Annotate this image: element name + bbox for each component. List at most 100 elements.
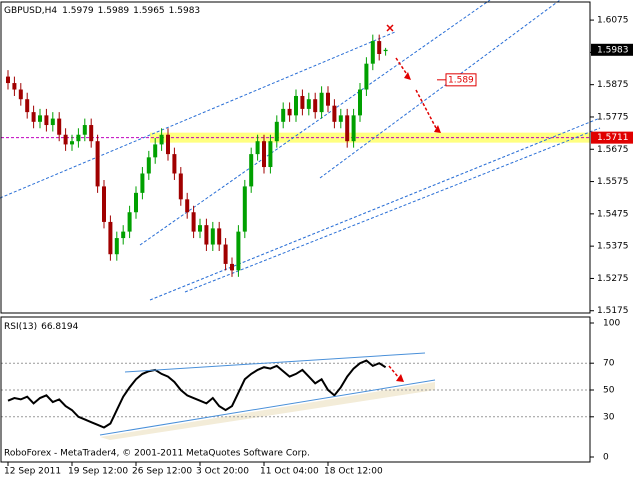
candle-body (121, 231, 126, 239)
rsi-header: RSI(13) 66.8194 (4, 322, 79, 332)
candle-body (153, 144, 158, 158)
cross-marker (386, 24, 394, 32)
candle-body (178, 173, 183, 200)
candle-body (364, 63, 369, 90)
y-tick-label: 70 (603, 359, 615, 369)
channel-line (184, 127, 601, 293)
candle-body (63, 134, 68, 145)
y-tick-label: 1.5175 (597, 306, 629, 316)
candle-body (6, 76, 10, 84)
rsi-line (7, 359, 387, 429)
candle-body (172, 154, 177, 174)
support-label: 1.5711 (597, 133, 629, 143)
rsi-band (100, 382, 435, 440)
candle-body (108, 221, 113, 255)
candle-body (230, 263, 234, 271)
candle-body (249, 154, 254, 187)
channel-lines (0, 0, 601, 301)
candle-body (255, 141, 260, 155)
candle-body (114, 238, 119, 255)
arrow-head (434, 125, 441, 133)
y-tick-label: 0 (603, 453, 609, 463)
last-high: 1.5989 (98, 6, 130, 16)
y-tick-label: 1.5675 (597, 145, 629, 155)
support-zone (150, 132, 590, 143)
y-tick-label: 1.6075 (597, 16, 629, 26)
candle-body (57, 118, 62, 135)
candle-body (306, 99, 311, 109)
rsi-channel (99, 379, 436, 436)
target-label-box (445, 73, 477, 87)
last-open: 1.5979 (62, 6, 94, 16)
candle-body (358, 89, 362, 116)
candle-body (76, 134, 81, 142)
price-label: 1.5983 (597, 45, 629, 55)
candle-body (127, 212, 132, 232)
rsi-channel (124, 352, 426, 373)
x-tick-label: 11 Oct 04:00 (260, 467, 319, 477)
candle-body (287, 108, 292, 116)
y-tick-label: 1.5475 (597, 209, 629, 219)
marks-layer (6, 34, 388, 429)
arrow-head (396, 374, 404, 382)
y-tick-label: 1.5875 (597, 80, 629, 90)
x-tick-label: 26 Sep 12:00 (132, 467, 192, 477)
candle-body (242, 186, 247, 232)
rsi-value: 66.8194 (41, 322, 78, 332)
candle-body (31, 112, 36, 122)
rsi-title: RSI(13) (4, 322, 37, 332)
candle-body (50, 118, 55, 126)
candle-body (281, 108, 286, 122)
arrow (395, 57, 409, 77)
candle-body (82, 125, 87, 135)
candle-body (300, 95, 305, 109)
candle-body (326, 92, 330, 106)
candle-body (274, 121, 279, 142)
y-tick-label: 1.5575 (597, 177, 629, 187)
header: GBPUSD,H4 1.5979 1.5989 1.5965 1.5983 (4, 6, 200, 16)
y-tick-label: 1.5375 (597, 242, 629, 252)
main-frame (0, 1, 591, 314)
candle-body (159, 134, 164, 145)
candle-body (223, 244, 228, 264)
candle-body (89, 125, 94, 142)
candle-body (383, 49, 388, 52)
candle-body (319, 92, 324, 113)
candle-body (262, 141, 266, 168)
candle-body (70, 141, 74, 145)
candle-body (146, 157, 151, 174)
candle-body (210, 228, 215, 245)
candle-body (191, 212, 196, 232)
candle-body (236, 231, 241, 271)
candle-body (25, 99, 30, 113)
y-tick-label: 30 (603, 412, 615, 422)
channel-line (149, 117, 601, 301)
candle-body (332, 105, 337, 122)
candle-body (338, 115, 343, 122)
y-tick-label: 1.5275 (597, 274, 629, 284)
candle-body (198, 225, 202, 232)
candle-body (204, 225, 209, 245)
footer: RoboForex - MetaTrader4, © 2001-2011 Met… (4, 449, 310, 459)
candle-body (345, 115, 350, 142)
channel-line (0, 31, 396, 199)
candle-body (351, 115, 356, 142)
candle-body (185, 199, 190, 213)
candle-body (134, 192, 138, 213)
last-low: 1.5965 (133, 6, 165, 16)
candle-body (166, 134, 170, 155)
candle-body (38, 115, 42, 122)
candle-body (18, 89, 23, 100)
candle-body (370, 41, 375, 64)
last-close: 1.5983 (169, 6, 201, 16)
candle-body (140, 173, 145, 193)
under-layer (1, 132, 590, 440)
candle-body (44, 115, 49, 126)
candle-body (377, 41, 382, 54)
candle-body (294, 95, 298, 116)
x-tick-label: 12 Sep 2011 (4, 467, 61, 477)
arrow (388, 365, 400, 379)
